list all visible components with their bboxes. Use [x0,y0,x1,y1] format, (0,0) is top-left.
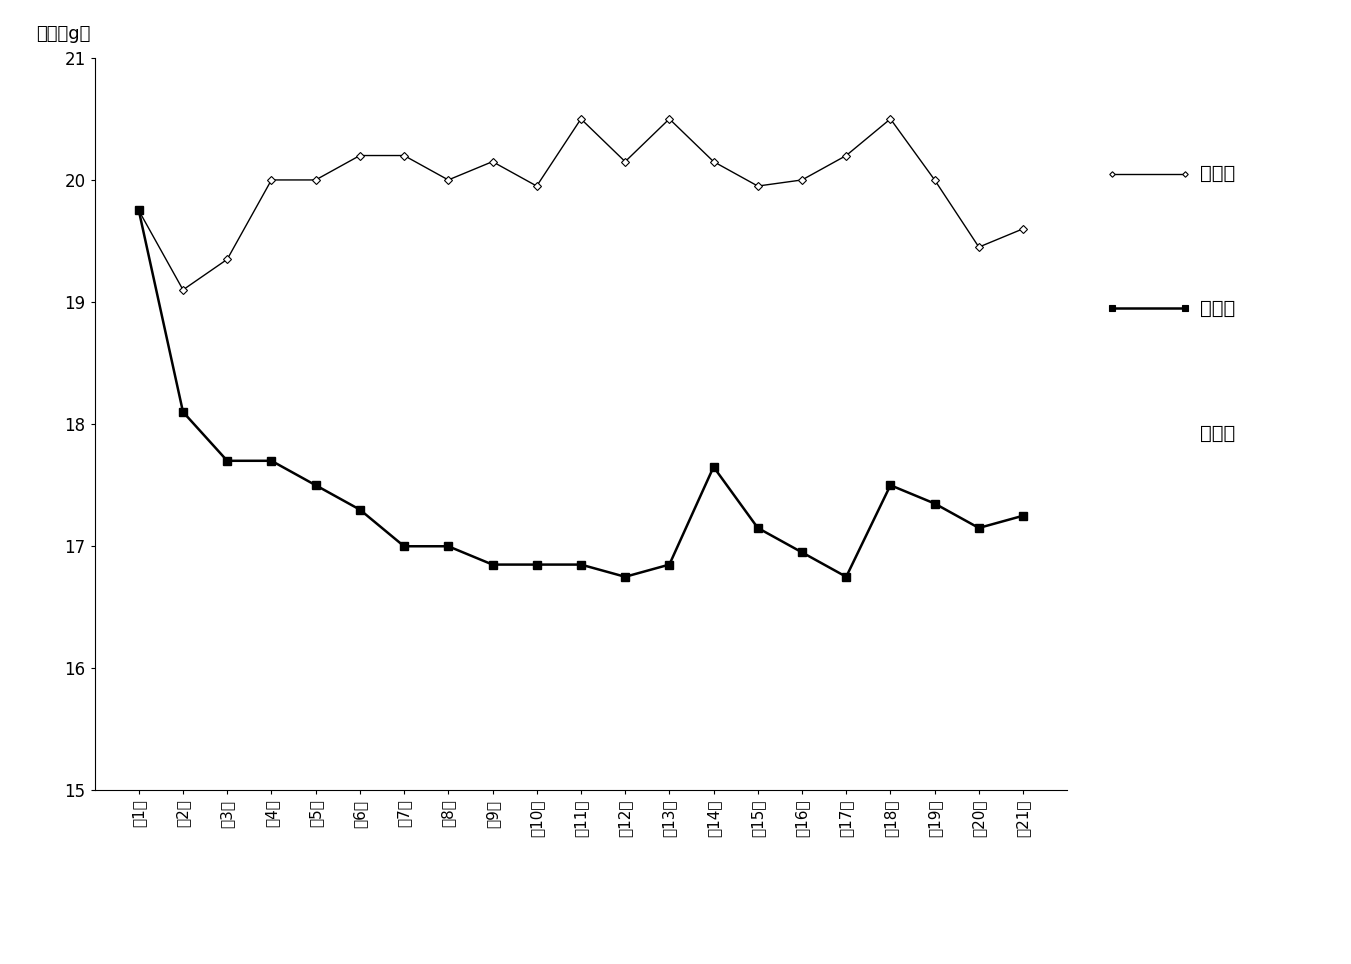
Text: 体重（g）: 体重（g） [36,25,91,43]
Text: 模型组: 模型组 [1200,299,1235,318]
Text: 对照组: 对照组 [1200,164,1235,183]
Text: 药物组: 药物组 [1200,424,1235,443]
